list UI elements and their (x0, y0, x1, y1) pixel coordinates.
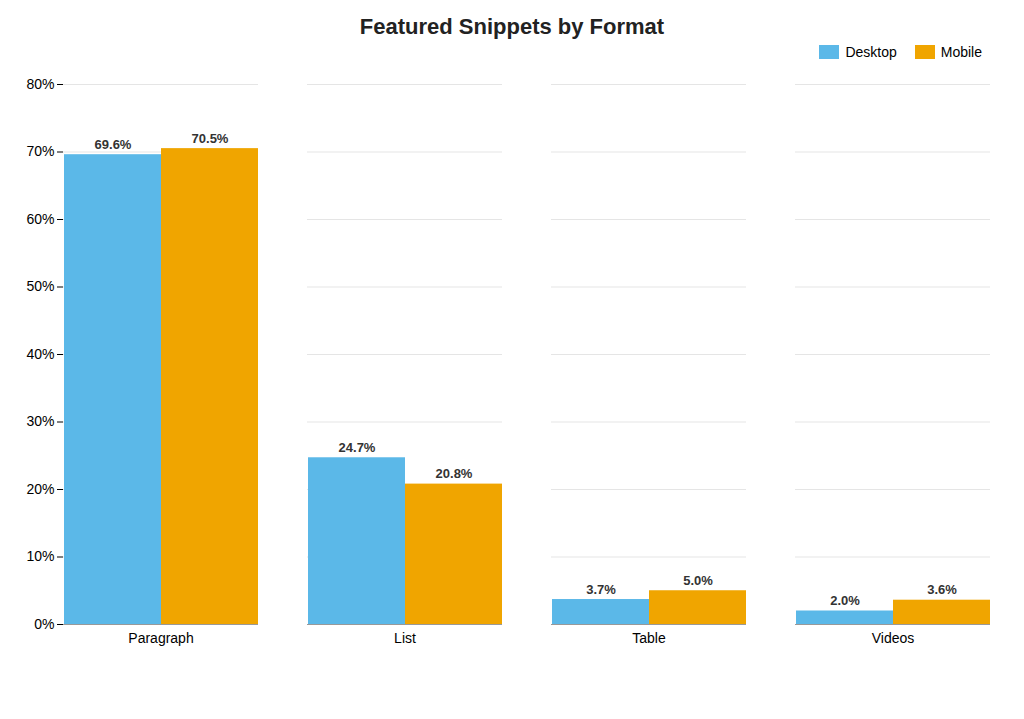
html-text:Featured Snippets by Format: Featured Snippets by Format (359, 14, 665, 39)
html-text:Mobile: Mobile (940, 44, 982, 60)
svg-text:20%: 20% (26, 481, 54, 497)
html-text:Desktop: Desktop (845, 44, 897, 60)
svg-text:0%: 0% (34, 616, 54, 632)
svg-text:3.7%: 3.7% (586, 582, 616, 597)
svg-text:70%: 70% (26, 143, 54, 159)
svg-text:80%: 80% (26, 76, 54, 92)
svg-text:24.7%: 24.7% (339, 440, 376, 455)
svg-text:2.0%: 2.0% (830, 593, 860, 608)
svg-text:50%: 50% (26, 278, 54, 294)
svg-text:60%: 60% (26, 211, 54, 227)
svg-text:5.0%: 5.0% (683, 573, 713, 588)
svg-text:40%: 40% (26, 346, 54, 362)
svg-text:10%: 10% (26, 548, 54, 564)
svg-text:3.6%: 3.6% (927, 582, 957, 597)
svg-text:30%: 30% (26, 413, 54, 429)
svg-text:70.5%: 70.5% (192, 131, 229, 146)
svg-text:Table: Table (632, 630, 666, 646)
svg-text:Paragraph: Paragraph (128, 630, 193, 646)
svg-text:List: List (394, 630, 416, 646)
svg-text:Videos: Videos (872, 630, 915, 646)
svg-text:69.6%: 69.6% (95, 137, 132, 152)
svg-text:20.8%: 20.8% (436, 466, 473, 481)
